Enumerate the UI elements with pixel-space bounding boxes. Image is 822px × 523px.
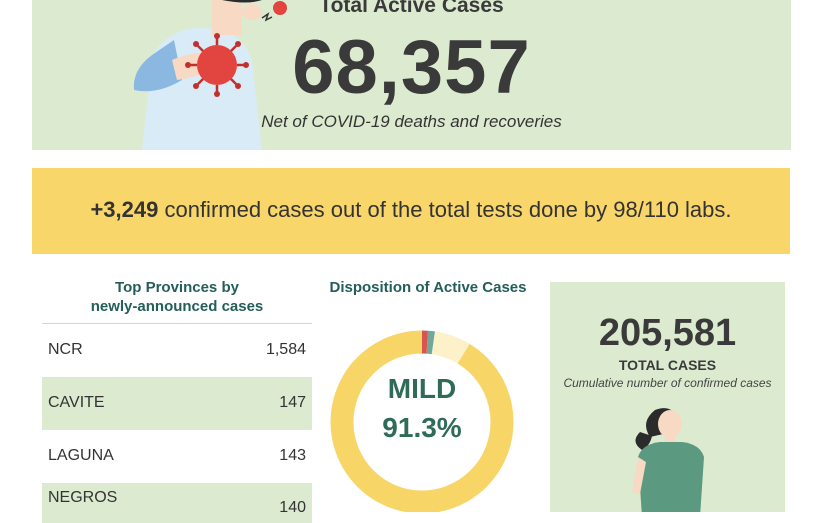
province-name: LAGUNA [48,447,114,464]
province-name: NEGROS [48,489,118,506]
small-virus-icon [273,1,287,15]
top-provinces-title-line1: Top Provinces by [115,279,239,296]
province-value: 1,584 [265,341,306,358]
active-cases-banner: Total Active Cases 68,357 Net of COVID-1… [32,0,791,150]
top-provinces-title: Top Provinces by newly-announced cases [42,278,312,316]
mild-label: MILD [387,373,457,404]
confirmed-cases-strip: +3,249 confirmed cases out of the total … [32,168,790,254]
active-cases-number: 68,357 [292,25,531,110]
province-row: LAGUNA 143 [42,430,312,483]
standing-woman-illustration [632,408,704,512]
disposition-donut-chart [330,330,514,512]
province-value: 147 [279,394,306,411]
province-value: 143 [279,447,306,464]
virus-icon [185,33,249,97]
provinces-divider [42,323,312,324]
province-name: CAVITE [48,394,105,411]
confirmed-cases-description: confirmed cases out of the total tests d… [158,197,732,222]
mild-value: 91.3% [382,412,462,443]
coughing-woman-illustration [133,0,287,150]
province-row: NCR 1,584 [42,324,312,377]
total-cases-number: 205,581 [598,312,737,354]
active-cases-subtitle: Net of COVID-19 deaths and recoveries [261,112,562,131]
total-cases-label: TOTAL CASES [618,357,717,373]
province-name: NCR [48,341,83,358]
total-cases-description: Cumulative number of confirmed cases [563,376,772,390]
critical-segment [330,330,514,512]
confirmed-cases-number: +3,249 [90,197,159,222]
disposition-title: Disposition of Active Cases [329,279,527,296]
province-row: NEGROS 140 [42,483,312,523]
total-cases-card: 205,581 TOTAL CASES Cumulative number of… [550,282,785,512]
confirmed-cases-text: +3,249 confirmed cases out of the total … [32,197,790,223]
province-row: CAVITE 147 [42,377,312,430]
province-value: 140 [279,499,306,516]
active-cases-title: Total Active Cases [319,0,504,17]
top-provinces-title-line2: newly-announced cases [90,298,264,315]
